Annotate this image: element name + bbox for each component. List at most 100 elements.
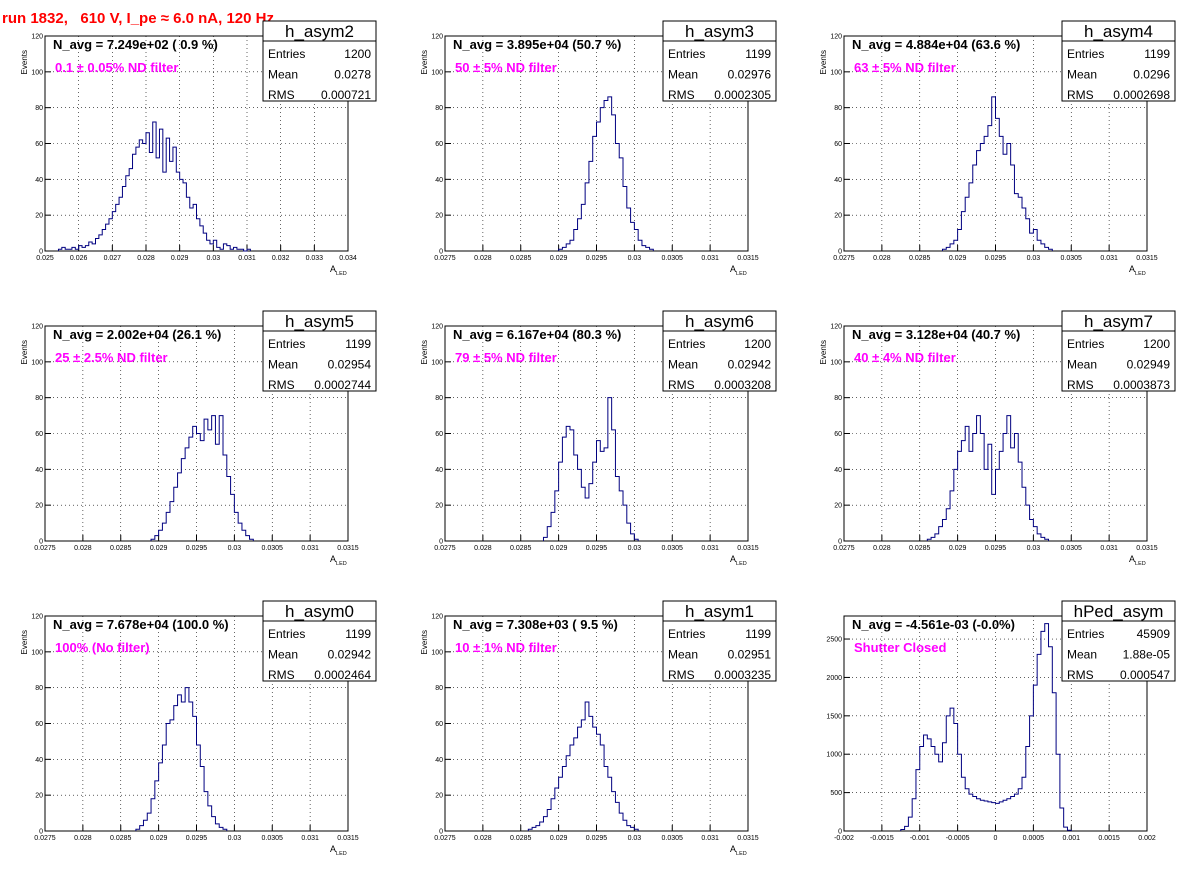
histogram-name: hPed_asym	[1074, 602, 1164, 621]
stat-mean-value: 0.02942	[728, 358, 772, 372]
x-tick-label: 0.03	[228, 545, 242, 552]
stat-entries-label: Entries	[668, 337, 705, 351]
y-tick-label: 40	[435, 177, 443, 184]
y-tick-label: 20	[35, 503, 43, 510]
x-axis-title: ALED	[730, 844, 747, 857]
y-tick-label: 20	[35, 213, 43, 220]
navg-label: N_avg = 2.002e+04 (26.1 %)	[53, 327, 221, 342]
stats-box	[1061, 310, 1176, 392]
filter-note: Shutter Closed	[854, 640, 947, 655]
x-tick-label: 0.031	[301, 545, 319, 552]
x-tick-label: 0.0015	[1098, 835, 1120, 842]
x-tick-label: 0.028	[873, 255, 891, 262]
stat-rms-label: RMS	[268, 88, 295, 102]
stat-entries-label: Entries	[668, 47, 705, 61]
stat-rms-value: 0.0003235	[714, 668, 771, 682]
x-tick-label: 0.0275	[833, 255, 855, 262]
y-tick-label: 1500	[826, 713, 842, 720]
x-tick-label: 0.031	[301, 835, 319, 842]
y-tick-label: 20	[35, 793, 43, 800]
x-tick-label: 0.031	[1100, 255, 1118, 262]
x-axis-title: ALED	[1129, 554, 1146, 567]
y-tick-label: 60	[834, 141, 842, 148]
x-tick-label: 0.0285	[510, 835, 532, 842]
x-tick-label: 0.028	[474, 835, 492, 842]
x-tick-label: 0.026	[70, 255, 88, 262]
y-tick-label: 60	[834, 431, 842, 438]
x-tick-label: 0.029	[150, 835, 168, 842]
x-tick-label: -0.001	[910, 835, 930, 842]
x-tick-label: 0.0305	[1061, 545, 1083, 552]
stat-mean-label: Mean	[668, 648, 698, 662]
y-tick-label: 100	[830, 359, 842, 366]
y-tick-label: 120	[431, 34, 443, 41]
y-tick-label: 60	[435, 721, 443, 728]
stat-mean-value: 0.02949	[1127, 358, 1171, 372]
x-tick-label: 0.029	[550, 545, 568, 552]
y-axis-title: Events	[20, 630, 29, 654]
stat-entries-value: 1199	[1144, 47, 1170, 61]
x-tick-label: 0.029	[949, 255, 967, 262]
x-tick-label: 0.03	[1027, 255, 1041, 262]
y-tick-label: 20	[435, 213, 443, 220]
stat-mean-label: Mean	[1067, 358, 1097, 372]
stat-rms-label: RMS	[668, 668, 695, 682]
y-tick-label: 0	[39, 249, 43, 256]
y-tick-label: 20	[834, 503, 842, 510]
x-tick-label: 0.031	[701, 835, 719, 842]
stat-mean-label: Mean	[268, 68, 298, 82]
navg-label: N_avg = 7.678e+04 (100.0 %)	[53, 617, 229, 632]
histogram-name: h_asym6	[685, 312, 754, 331]
histogram-series	[558, 96, 654, 251]
y-tick-label: 80	[35, 105, 43, 112]
y-tick-label: 0	[439, 829, 443, 836]
stats-box	[662, 600, 777, 682]
y-tick-label: 2000	[826, 675, 842, 682]
y-tick-label: 0	[838, 539, 842, 546]
histogram-series	[926, 415, 1050, 541]
y-tick-label: 120	[31, 614, 43, 621]
x-tick-label: 0.028	[474, 255, 492, 262]
x-axis-title: ALED	[730, 264, 747, 277]
filter-note: 40 ± 4% ND filter	[854, 350, 956, 365]
page-title: run 1832, 610 V, I_pe ≈ 6.0 nA, 120 Hz	[2, 10, 274, 27]
filter-note: 0.1 ± 0.05% ND filter	[55, 60, 178, 75]
y-tick-label: 60	[435, 141, 443, 148]
filter-note: 25 ± 2.5% ND filter	[55, 350, 168, 365]
x-tick-label: 0.03	[1027, 545, 1041, 552]
histogram-name: h_asym1	[685, 602, 754, 621]
stat-mean-label: Mean	[1067, 68, 1097, 82]
x-axis-title: ALED	[330, 264, 347, 277]
histogram-name: h_asym2	[285, 22, 354, 41]
x-tick-label: 0.029	[550, 255, 568, 262]
filter-note: 10 ± 1% ND filter	[455, 640, 557, 655]
x-tick-label: 0.0305	[262, 545, 284, 552]
x-axis-title: ALED	[330, 844, 347, 857]
histogram-series	[135, 687, 228, 831]
y-tick-label: 0	[39, 539, 43, 546]
x-tick-label: 0.0305	[1061, 255, 1083, 262]
x-tick-label: 0.03	[207, 255, 221, 262]
x-tick-label: 0.0305	[662, 545, 684, 552]
y-tick-label: 40	[435, 467, 443, 474]
stat-entries-label: Entries	[1067, 627, 1104, 641]
x-tick-label: 0.033	[306, 255, 324, 262]
y-tick-label: 0	[838, 249, 842, 256]
stat-entries-label: Entries	[668, 627, 705, 641]
stat-entries-value: 1199	[345, 337, 371, 351]
y-tick-label: 120	[31, 324, 43, 331]
y-tick-label: 80	[435, 395, 443, 402]
x-tick-label: 0.029	[949, 545, 967, 552]
stats-box	[262, 310, 377, 392]
y-tick-label: 20	[435, 793, 443, 800]
stat-rms-value: 0.000547	[1120, 668, 1170, 682]
histogram-panel-h_asym1: 0.0275 0.028 0.0285 0.029 0.0295 0.03 0.0305 0.…	[420, 600, 777, 857]
x-tick-label: 0.0295	[186, 835, 208, 842]
stat-entries-value: 1199	[745, 627, 771, 641]
histogram-series	[900, 623, 1072, 831]
stat-mean-value: 0.02976	[728, 68, 772, 82]
x-tick-label: 0.032	[272, 255, 290, 262]
stat-rms-value: 0.0002305	[714, 88, 771, 102]
stat-rms-value: 0.0002698	[1113, 88, 1170, 102]
x-tick-label: 0.03	[228, 835, 242, 842]
